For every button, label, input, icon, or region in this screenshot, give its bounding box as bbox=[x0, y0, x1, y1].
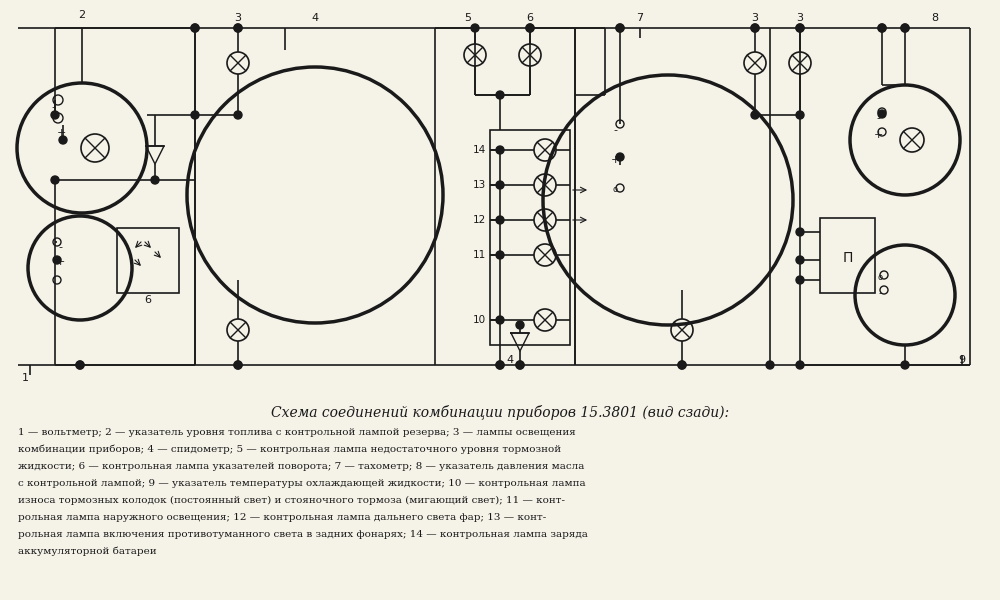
Circle shape bbox=[496, 181, 504, 189]
Circle shape bbox=[234, 24, 242, 32]
Circle shape bbox=[76, 361, 84, 369]
Circle shape bbox=[76, 361, 84, 369]
Text: 2: 2 bbox=[78, 10, 86, 20]
Circle shape bbox=[901, 24, 909, 32]
Text: жидкости; 6 — контрольная лампа указателей поворота; 7 — тахометр; 8 — указатель: жидкости; 6 — контрольная лампа указател… bbox=[18, 462, 584, 471]
Text: o: o bbox=[612, 185, 618, 194]
Circle shape bbox=[751, 24, 759, 32]
Circle shape bbox=[234, 111, 242, 119]
Circle shape bbox=[526, 24, 534, 32]
Text: с контрольной лампой; 9 — указатель температуры охлаждающей жидкости; 10 — контр: с контрольной лампой; 9 — указатель темп… bbox=[18, 479, 586, 488]
Circle shape bbox=[616, 153, 624, 161]
Circle shape bbox=[526, 24, 534, 32]
Circle shape bbox=[766, 361, 774, 369]
Text: 12: 12 bbox=[473, 215, 486, 225]
Text: +: + bbox=[55, 257, 65, 267]
Text: 14: 14 bbox=[473, 145, 486, 155]
Circle shape bbox=[53, 256, 61, 264]
Circle shape bbox=[796, 111, 804, 119]
Text: рольная лампа наружного освещения; 12 — контрольная лампа дальнего света фар; 13: рольная лампа наружного освещения; 12 — … bbox=[18, 513, 546, 522]
Circle shape bbox=[616, 24, 624, 32]
Circle shape bbox=[51, 111, 59, 119]
Text: -: - bbox=[58, 242, 62, 252]
Text: o: o bbox=[877, 274, 883, 283]
Circle shape bbox=[234, 361, 242, 369]
Text: 6: 6 bbox=[144, 295, 152, 305]
Text: +: + bbox=[873, 130, 883, 140]
Text: 9: 9 bbox=[958, 355, 966, 365]
Text: износа тормозных колодок (постоянный свет) и стояночного тормоза (мигающий свет): износа тормозных колодок (постоянный све… bbox=[18, 496, 565, 505]
Circle shape bbox=[751, 24, 759, 32]
Text: +: + bbox=[56, 128, 66, 138]
Text: 1: 1 bbox=[22, 373, 28, 383]
Circle shape bbox=[496, 361, 504, 369]
Text: 3: 3 bbox=[752, 13, 759, 23]
Circle shape bbox=[471, 24, 479, 32]
Text: 3: 3 bbox=[234, 13, 242, 23]
Bar bbox=[490, 130, 570, 345]
Text: 1 — вольтметр; 2 — указатель уровня топлива с контрольной лампой резерва; 3 — ла: 1 — вольтметр; 2 — указатель уровня топл… bbox=[18, 428, 576, 437]
Circle shape bbox=[496, 146, 504, 154]
Circle shape bbox=[901, 24, 909, 32]
Circle shape bbox=[751, 111, 759, 119]
Text: -: - bbox=[876, 113, 880, 123]
Circle shape bbox=[678, 361, 686, 369]
Text: 4: 4 bbox=[311, 13, 319, 23]
Text: Схема соединений комбинации приборов 15.3801 (вид сзади):: Схема соединений комбинации приборов 15.… bbox=[271, 405, 729, 420]
Text: 5: 5 bbox=[464, 13, 472, 23]
Circle shape bbox=[796, 361, 804, 369]
Circle shape bbox=[678, 361, 686, 369]
Text: 10: 10 bbox=[473, 315, 486, 325]
Circle shape bbox=[234, 361, 242, 369]
Circle shape bbox=[796, 228, 804, 236]
Circle shape bbox=[191, 24, 199, 32]
Circle shape bbox=[516, 361, 524, 369]
Circle shape bbox=[901, 361, 909, 369]
Circle shape bbox=[151, 176, 159, 184]
Circle shape bbox=[496, 251, 504, 259]
Text: 8: 8 bbox=[931, 13, 939, 23]
Text: 11: 11 bbox=[473, 250, 486, 260]
Text: П: П bbox=[843, 251, 853, 265]
Circle shape bbox=[878, 24, 886, 32]
Circle shape bbox=[496, 316, 504, 324]
Circle shape bbox=[234, 24, 242, 32]
Circle shape bbox=[616, 24, 624, 32]
Text: +: + bbox=[610, 155, 620, 165]
Circle shape bbox=[796, 256, 804, 264]
Bar bbox=[820, 218, 875, 293]
Text: 13: 13 bbox=[473, 180, 486, 190]
Text: 4: 4 bbox=[506, 355, 514, 365]
Text: комбинации приборов; 4 — спидометр; 5 — контрольная лампа недостаточного уровня : комбинации приборов; 4 — спидометр; 5 — … bbox=[18, 445, 561, 455]
Bar bbox=[117, 228, 179, 293]
Circle shape bbox=[496, 91, 504, 99]
Text: аккумуляторной батареи: аккумуляторной батареи bbox=[18, 547, 157, 557]
Circle shape bbox=[191, 24, 199, 32]
Circle shape bbox=[878, 24, 886, 32]
Text: -: - bbox=[613, 125, 617, 135]
Circle shape bbox=[191, 111, 199, 119]
Circle shape bbox=[878, 110, 886, 118]
Text: -: - bbox=[51, 102, 55, 112]
Text: 3: 3 bbox=[796, 13, 804, 23]
Circle shape bbox=[496, 361, 504, 369]
Text: -: - bbox=[878, 288, 882, 298]
Circle shape bbox=[496, 216, 504, 224]
Circle shape bbox=[796, 276, 804, 284]
Circle shape bbox=[796, 24, 804, 32]
Text: 7: 7 bbox=[636, 13, 644, 23]
Circle shape bbox=[59, 136, 67, 144]
Text: рольная лампа включения противотуманного света в задних фонарях; 14 — контрольна: рольная лампа включения противотуманного… bbox=[18, 530, 588, 539]
Circle shape bbox=[51, 176, 59, 184]
Text: 6: 6 bbox=[526, 13, 534, 23]
Circle shape bbox=[516, 361, 524, 369]
Circle shape bbox=[516, 321, 524, 329]
Circle shape bbox=[796, 24, 804, 32]
